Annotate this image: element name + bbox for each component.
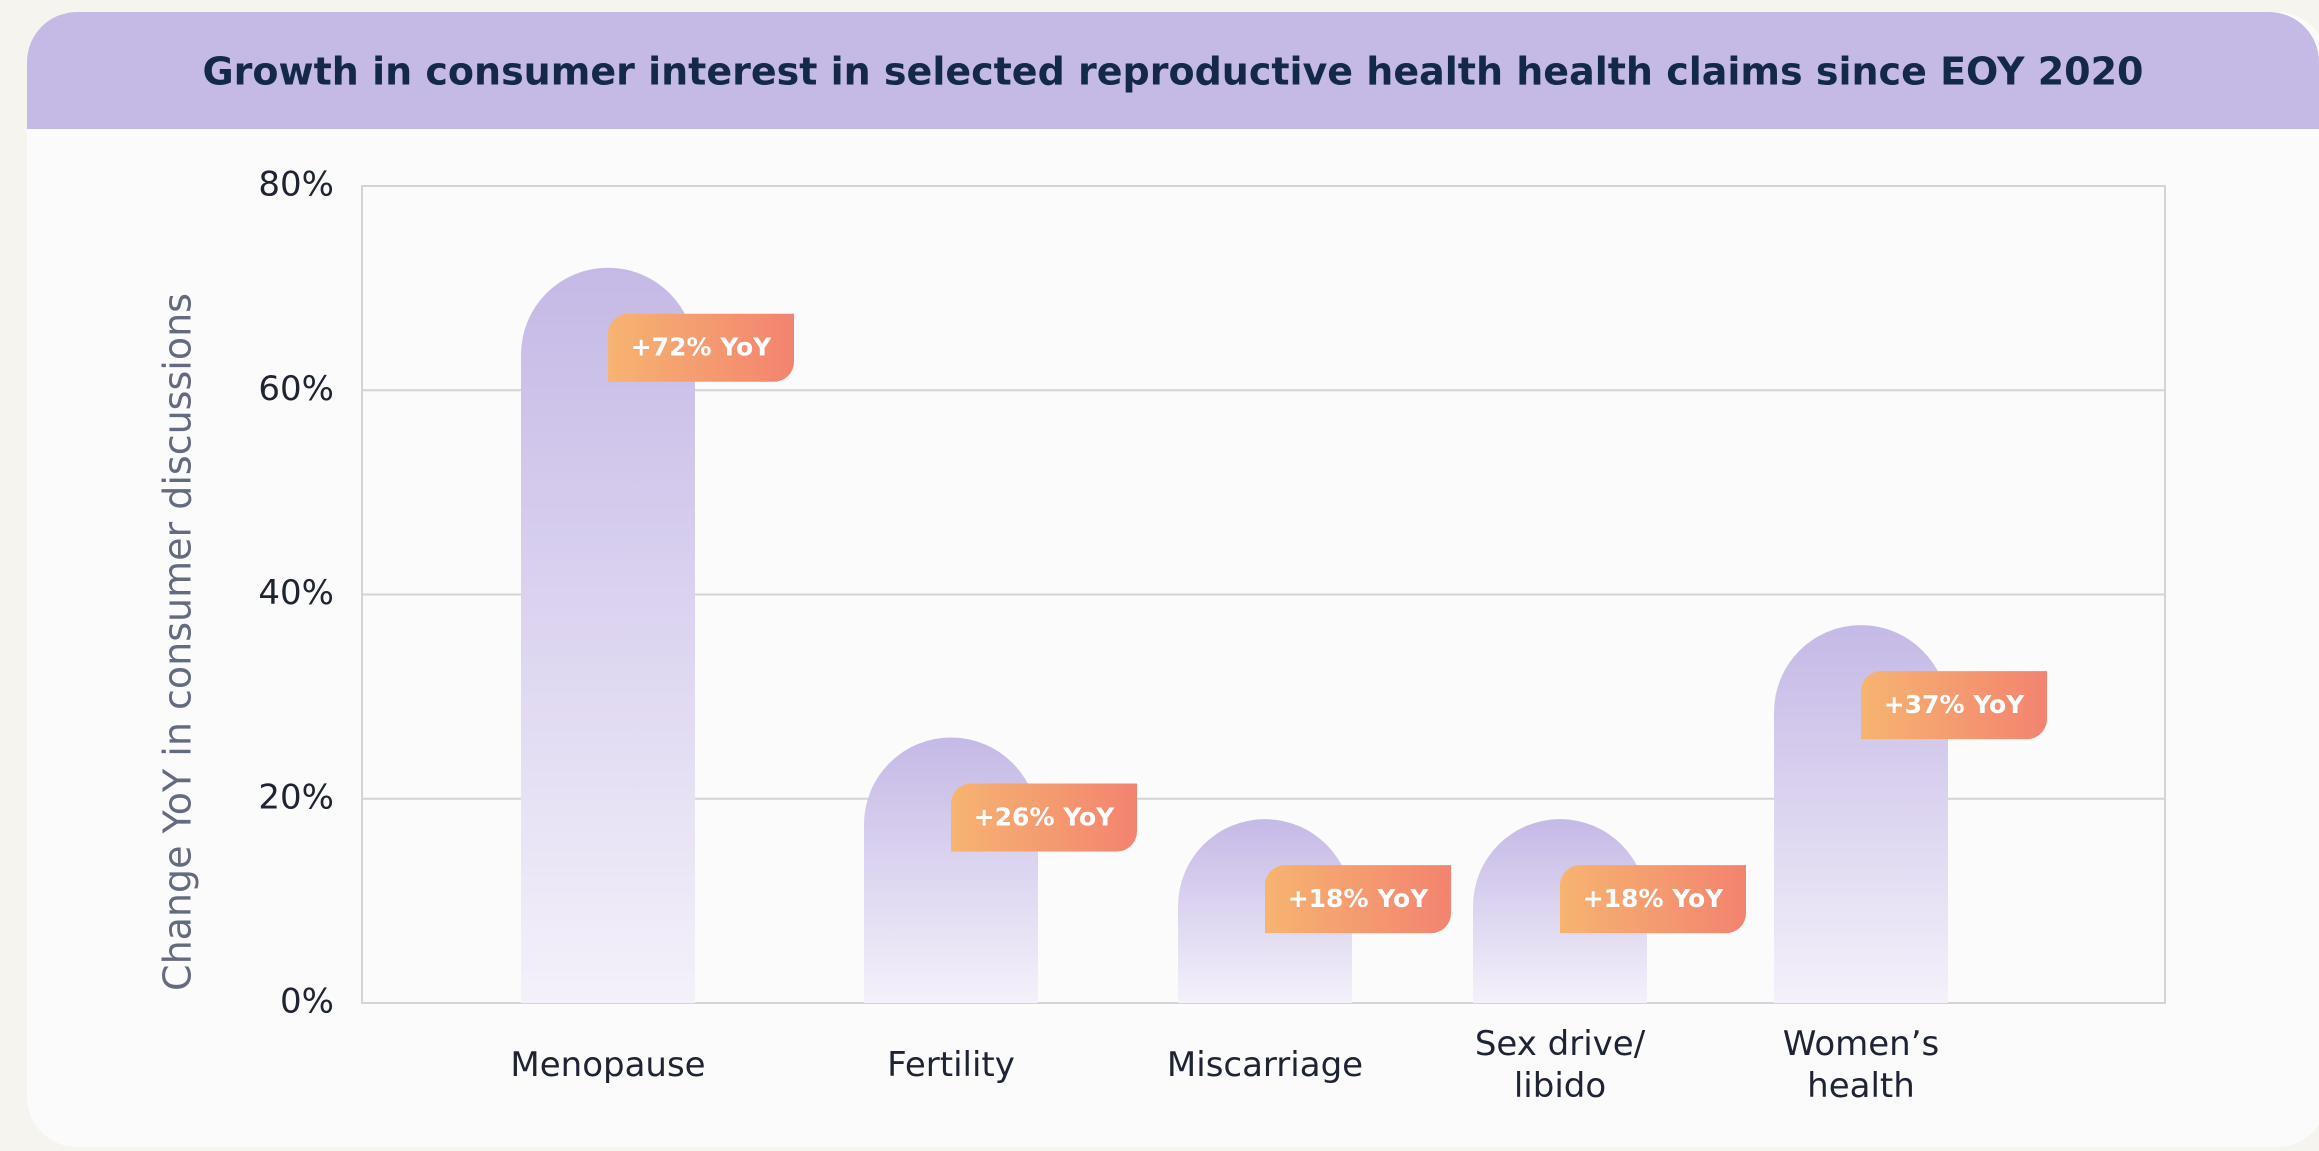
value-label-box (1560, 865, 1746, 934)
chart-title: Growth in consumer interest in selected … (202, 50, 2143, 94)
value-label: +18% YoY (1583, 884, 1724, 913)
card (27, 12, 2319, 1147)
value-label-box (1861, 671, 2047, 740)
x-tick-label: Sex drive/ libido (1474, 1024, 1646, 1106)
y-tick-label: 40% (258, 573, 334, 613)
value-label-box (608, 313, 794, 382)
value-label: +18% YoY (1288, 884, 1429, 913)
y-tick-label: 0% (280, 982, 334, 1022)
value-label: +26% YoY (974, 802, 1115, 831)
value-label: +37% YoY (1884, 690, 2025, 719)
y-axis-label: Change YoY in consumer discussions (156, 293, 200, 991)
bar (864, 737, 1038, 1003)
x-tick-label: Women’s health (1782, 1024, 1940, 1106)
y-tick-label: 20% (258, 777, 334, 817)
value-label-box (1265, 865, 1451, 934)
x-tick-label: Miscarriage (1166, 1045, 1364, 1085)
header-band (27, 12, 2319, 129)
bar (521, 267, 695, 1003)
y-tick-label: 80% (258, 165, 334, 205)
value-label-box (951, 783, 1137, 852)
value-label: +72% YoY (631, 333, 772, 362)
x-tick-label: Fertility (887, 1045, 1015, 1085)
y-tick-label: 60% (258, 369, 334, 409)
x-tick-label: Menopause (510, 1045, 706, 1085)
